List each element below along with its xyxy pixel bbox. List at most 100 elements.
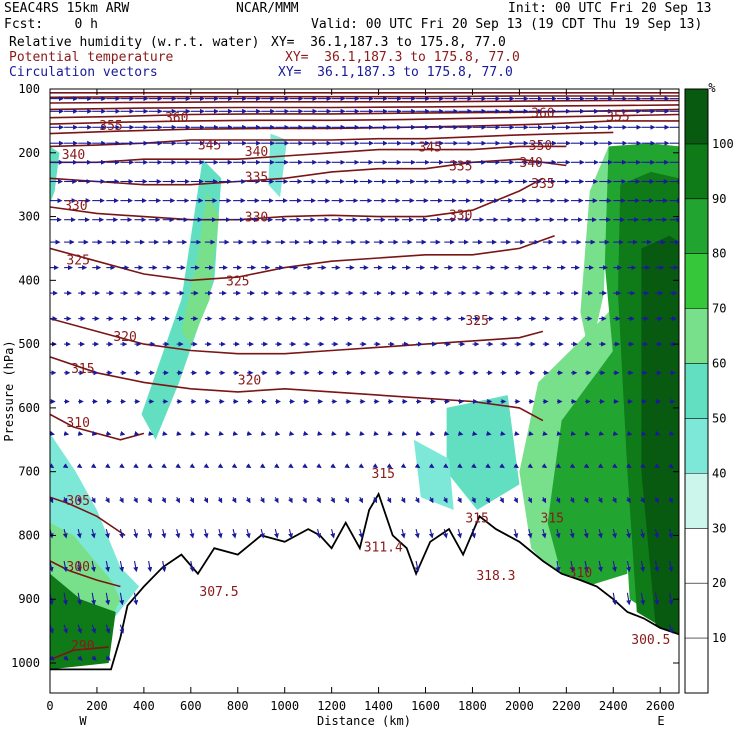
wind-vector	[626, 560, 632, 573]
theta-contour-330	[50, 177, 544, 221]
wind-vector	[569, 528, 575, 539]
wind-vector	[541, 463, 548, 469]
wind-vector	[640, 560, 646, 573]
wind-vector	[500, 431, 506, 436]
wind-vector	[344, 496, 349, 504]
wind-vector	[626, 528, 631, 539]
wind-vector	[190, 431, 196, 436]
theta-contour-305	[50, 496, 126, 537]
y-tick-label: 200	[18, 146, 40, 160]
contour-label: 318.3	[476, 569, 515, 584]
wind-vector	[77, 624, 83, 634]
wind-vector	[288, 463, 294, 469]
wind-vector	[303, 431, 309, 436]
wind-vector	[91, 655, 97, 661]
wind-vector	[442, 496, 448, 504]
colorbar-frame	[684, 88, 709, 694]
wind-vector	[597, 463, 604, 469]
wind-vector	[62, 528, 68, 539]
wind-vector	[373, 431, 379, 436]
colorbar-segment	[685, 308, 708, 364]
wind-vector	[161, 463, 167, 469]
x-tick-label: 1000	[270, 699, 299, 713]
wind-vector	[668, 560, 674, 573]
wind-vector	[147, 463, 153, 469]
wind-vector	[513, 463, 519, 469]
wind-vector	[288, 431, 295, 436]
wind-vector	[457, 431, 464, 436]
wind-vector	[176, 431, 182, 436]
wind-vectors	[50, 96, 679, 661]
wind-vector	[485, 496, 490, 504]
wind-vector	[331, 431, 337, 436]
colorbar-label: 90	[712, 192, 726, 206]
contour-label: 300.5	[631, 633, 670, 648]
wind-vector	[76, 528, 82, 539]
wind-vector	[288, 528, 293, 539]
colorbar-segment	[685, 143, 708, 199]
wind-vector	[232, 431, 239, 436]
wind-vector	[640, 496, 645, 504]
contour-label: 340	[62, 148, 85, 163]
wind-vector	[316, 496, 321, 504]
wind-vector	[401, 431, 408, 436]
wind-vector	[555, 463, 562, 469]
wind-vector	[161, 560, 167, 573]
colorbar-segment	[685, 198, 708, 254]
wind-vector	[358, 528, 364, 539]
wind-vector	[259, 463, 266, 469]
wind-vector	[485, 463, 491, 469]
colorbar-label: 30	[712, 521, 726, 535]
wind-vector	[316, 463, 322, 469]
wind-vector	[527, 528, 533, 539]
field-wind-name: Circulation vectors	[9, 65, 158, 80]
wind-vector	[499, 463, 505, 469]
y-tick-label: 600	[18, 401, 40, 415]
colorbar-label: 100	[712, 137, 734, 151]
wind-vector	[245, 496, 251, 504]
wind-vector	[119, 528, 124, 539]
contour-label: 310	[66, 416, 89, 431]
theta-contour-320	[50, 317, 544, 355]
wind-vector	[147, 560, 153, 573]
wind-vector	[654, 528, 660, 539]
theta-contour-370	[50, 99, 679, 104]
wind-vector	[640, 592, 646, 606]
theta-contour-340	[50, 145, 567, 164]
wind-vector	[428, 528, 434, 539]
wind-vector	[50, 655, 55, 661]
contour-label: 310	[569, 566, 592, 581]
theta-contours	[50, 92, 679, 661]
contour-label: 335	[449, 160, 472, 175]
wind-vector	[513, 496, 518, 504]
wind-vector	[400, 528, 406, 539]
wind-vector	[189, 528, 195, 539]
wind-vector	[527, 496, 532, 504]
wind-vector	[175, 528, 181, 539]
colorbar-segment	[685, 638, 708, 693]
wind-vector	[104, 463, 111, 469]
wind-vector	[358, 463, 365, 469]
wind-vector	[217, 528, 223, 539]
x-tick-label: 2600	[646, 699, 675, 713]
wind-vector	[105, 624, 111, 634]
wind-vector	[527, 463, 534, 469]
x-axis-label: Distance (km)	[317, 714, 411, 728]
wind-vector	[330, 463, 336, 469]
wind-vector	[499, 496, 504, 504]
wind-vector	[358, 496, 363, 504]
colorbar-segment	[685, 89, 708, 144]
wind-vector	[457, 496, 462, 504]
wind-vector	[345, 431, 351, 436]
wind-vector	[471, 463, 477, 469]
contour-label: 325	[66, 253, 89, 268]
colorbar-segment	[685, 418, 708, 474]
wind-vector	[428, 463, 435, 469]
wind-vector	[668, 463, 674, 469]
wind-vector	[77, 431, 84, 436]
colorbar-label: 10	[712, 631, 726, 645]
colorbar-label: 60	[712, 357, 726, 371]
rh-region-3	[141, 159, 222, 440]
contour-label: 335	[245, 170, 268, 185]
wind-vector	[133, 560, 139, 573]
